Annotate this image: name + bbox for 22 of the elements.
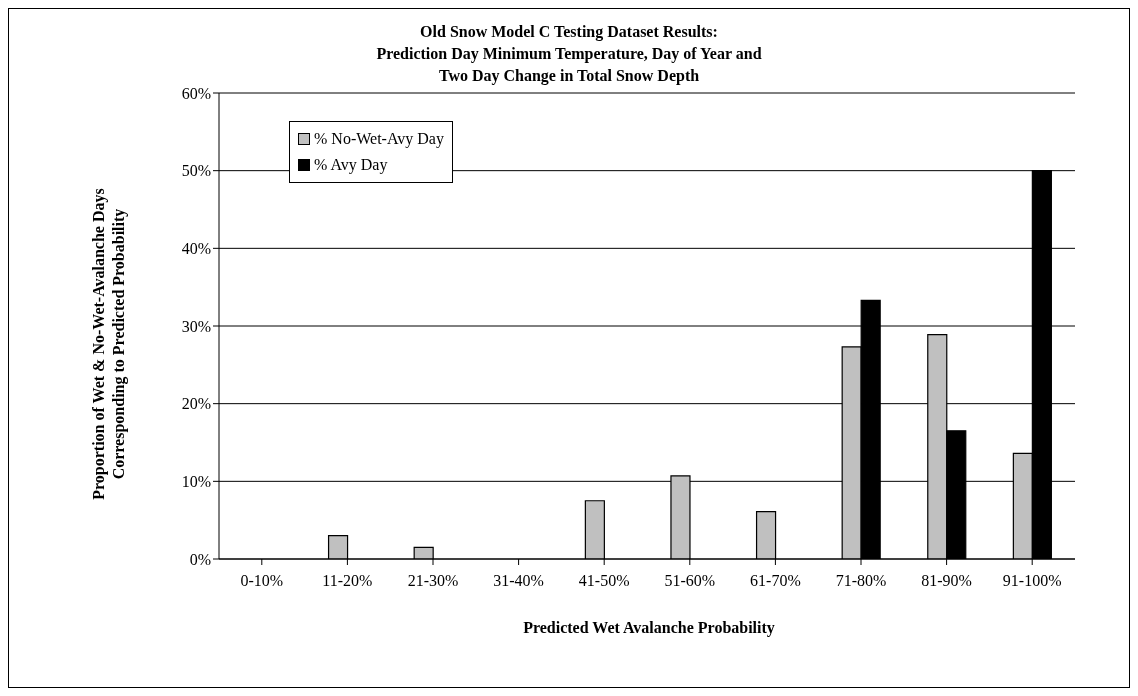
y-tick-label: 30% bbox=[181, 317, 211, 335]
x-tick-label: 11-20% bbox=[322, 572, 373, 590]
x-axis-title: Predicted Wet Avalanche Probability bbox=[522, 619, 776, 637]
x-tick-label: 21-30% bbox=[407, 572, 459, 590]
x-tick-label: 51-60% bbox=[664, 572, 716, 590]
x-tick-label: 91-100% bbox=[1002, 572, 1062, 590]
x-tick-label: 41-50% bbox=[578, 572, 630, 590]
x-tick-label: 61-70% bbox=[750, 572, 801, 590]
legend-label: % Avy Day bbox=[314, 155, 388, 176]
y-tick-label: 0% bbox=[189, 550, 211, 568]
y-tick-label: 50% bbox=[181, 162, 211, 180]
x-tick-label: 71-80% bbox=[835, 572, 887, 590]
y-axis-title: Proportion of Wet & No-Wet-Avalanche Days Corresponding to Predicted Probability bbox=[89, 187, 129, 502]
y-tick-label: 10% bbox=[181, 473, 211, 491]
chart-title: Old Snow Model C Testing Dataset Results: Prediction Day Minimum Temperature, Day of Year and Two Day Change in Total Snow Depth bbox=[375, 22, 763, 84]
x-tick-label: 81-90% bbox=[921, 572, 972, 590]
y-tick-label: 60% bbox=[181, 84, 211, 102]
y-tick-label: 40% bbox=[181, 240, 211, 258]
x-tick-label: 31-40% bbox=[493, 572, 544, 590]
y-tick-label: 20% bbox=[181, 395, 211, 413]
legend-label: % No-Wet-Avy Day bbox=[314, 129, 444, 150]
x-tick-label: 0-10% bbox=[240, 572, 284, 590]
